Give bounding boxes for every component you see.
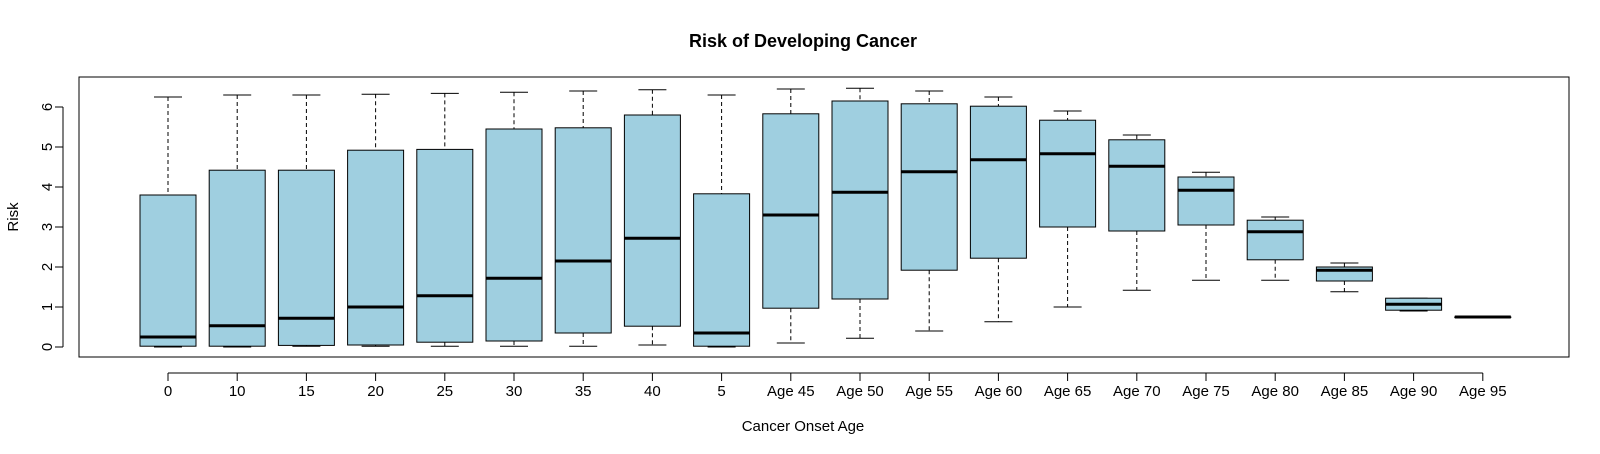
x-tick-label: Age 60 <box>975 383 1023 400</box>
y-tick-label: 6 <box>39 103 56 111</box>
x-tick-label: Age 85 <box>1321 383 1369 400</box>
y-tick-label: 4 <box>39 183 56 191</box>
x-tick-label: 5 <box>717 383 725 400</box>
x-tick-label: 10 <box>229 383 246 400</box>
plot-frame <box>78 76 1570 358</box>
x-tick-label: 0 <box>164 383 172 400</box>
box <box>762 113 820 309</box>
x-tick-label: Age 90 <box>1390 383 1438 400</box>
chart-title: Risk of Developing Cancer <box>689 31 917 51</box>
box <box>208 169 266 347</box>
x-tick-label: 25 <box>436 383 453 400</box>
x-tick-label: 35 <box>575 383 592 400</box>
x-tick-label: Age 50 <box>836 383 884 400</box>
x-tick-label: 15 <box>298 383 315 400</box>
box <box>1177 176 1235 226</box>
y-tick-label: 5 <box>39 143 56 151</box>
box <box>969 105 1027 259</box>
box <box>693 193 751 347</box>
plot-area: 0 1 2 3 4 5 6 0 10 15 20 25 30 35 40 5 Age 45 Age 50 Age 5… <box>39 87 1512 400</box>
box <box>1108 139 1166 232</box>
x-tick-label: Age 65 <box>1044 383 1092 400</box>
box <box>900 103 958 271</box>
box <box>1246 219 1304 261</box>
box <box>139 194 197 347</box>
box <box>554 127 612 334</box>
x-tick-label: 40 <box>644 383 661 400</box>
box <box>831 100 889 300</box>
box <box>623 114 681 327</box>
x-tick-label: Age 95 <box>1459 383 1507 400</box>
x-tick-label: Age 75 <box>1182 383 1230 400</box>
box <box>485 128 543 342</box>
box <box>416 148 474 343</box>
box <box>347 149 405 346</box>
x-tick-label: 20 <box>367 383 384 400</box>
x-tick-label: Age 45 <box>767 383 815 400</box>
y-axis-label: Risk <box>5 202 22 232</box>
x-tick-label: 30 <box>506 383 523 400</box>
y-tick-label: 2 <box>39 263 56 271</box>
x-axis-label: Cancer Onset Age <box>742 418 865 435</box>
box <box>277 169 335 346</box>
y-tick-label: 0 <box>39 343 56 351</box>
y-tick-label: 1 <box>39 303 56 311</box>
x-tick-label: Age 70 <box>1113 383 1161 400</box>
y-tick-label: 3 <box>39 223 56 231</box>
box <box>1039 119 1097 228</box>
x-tick-label: Age 55 <box>905 383 953 400</box>
x-tick-label: Age 80 <box>1251 383 1299 400</box>
